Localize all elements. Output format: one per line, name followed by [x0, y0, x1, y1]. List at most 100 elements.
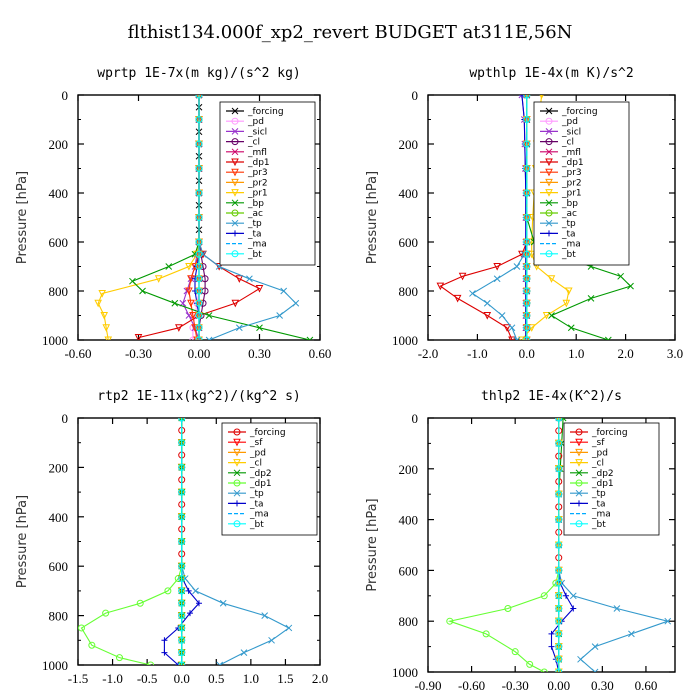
data-point — [555, 418, 563, 422]
legend-marker — [231, 250, 239, 258]
data-point — [569, 592, 577, 600]
data-point — [195, 324, 203, 332]
y-tick-label: 400 — [49, 510, 69, 525]
legend-marker — [575, 520, 583, 528]
data-point — [306, 336, 314, 340]
legend-marker — [545, 199, 553, 207]
data-point — [555, 668, 563, 672]
y-tick-label: 1000 — [42, 333, 68, 348]
data-point — [508, 324, 516, 332]
data-point — [276, 312, 284, 319]
series-layer — [78, 418, 293, 665]
x-tick-label: 0.60 — [635, 678, 658, 693]
data-point — [493, 263, 501, 271]
data-point — [563, 592, 570, 599]
legend-label: _forcing — [561, 107, 598, 117]
data-point — [555, 465, 563, 473]
data-point — [231, 299, 240, 308]
legend-label: _ta — [561, 229, 576, 239]
x-tick-label: 0.30 — [248, 346, 271, 361]
chart-panel-2: wpthlp 1E-4x(m K)/s^2 Pressure [hPa] 0 200 4… — [365, 66, 683, 361]
legend-marker — [233, 520, 241, 528]
x-tick-label: 0.60 — [309, 346, 332, 361]
x-tick-label: 0.0 — [519, 346, 535, 361]
data-point — [587, 294, 595, 302]
x-tick-label: 1.5 — [277, 671, 293, 686]
legend-label: _ma — [249, 510, 269, 520]
x-tick-label: -0.90 — [414, 678, 441, 693]
legend-marker — [233, 438, 241, 447]
legend: _forcing_pd_sicl_cl_mfl_dp1_pr3_pr2_pr1_… — [533, 101, 630, 266]
y-tick-label: 1000 — [392, 665, 418, 680]
legend-label: _dp1 — [247, 158, 270, 168]
data-point — [195, 250, 203, 258]
data-point — [555, 516, 563, 524]
data-point — [523, 214, 531, 221]
data-point — [513, 336, 521, 340]
x-tick-label: -0.5 — [137, 671, 158, 686]
data-point — [513, 263, 521, 270]
data-point — [136, 599, 144, 607]
data-point — [178, 575, 186, 583]
legend-marker — [231, 117, 239, 125]
series-line-pr1 — [97, 95, 200, 340]
data-point — [555, 541, 563, 549]
data-point — [94, 299, 102, 308]
legend-label: _cl — [561, 138, 574, 148]
legend-marker — [575, 428, 583, 436]
data-point — [555, 655, 563, 663]
data-point — [104, 336, 113, 340]
data-point — [185, 587, 192, 594]
data-point — [555, 630, 563, 638]
legend-box — [221, 422, 318, 536]
data-point — [503, 324, 511, 332]
y-tick-label: 600 — [399, 563, 419, 578]
data-point — [216, 661, 224, 665]
data-point — [102, 324, 111, 332]
legend-marker — [231, 148, 239, 156]
legend-label: _forcing — [249, 428, 286, 438]
data-point — [540, 668, 548, 672]
legend-marker — [575, 459, 583, 467]
data-point — [555, 643, 563, 651]
legend-marker — [545, 219, 553, 227]
legend-label: _forcing — [591, 428, 628, 438]
legend-marker — [575, 438, 583, 447]
data-point — [523, 312, 531, 319]
data-point — [548, 643, 555, 650]
data-point — [469, 290, 476, 297]
legend-label: _ma — [561, 240, 581, 250]
legend-marker — [231, 107, 239, 115]
data-point — [195, 95, 203, 99]
x-tick-label: 0.30 — [591, 678, 614, 693]
series-line-tp — [471, 95, 528, 340]
legend-marker — [545, 117, 553, 125]
legend: _forcing_pd_sicl_cl_mfl_dp1_pr3_pr2_pr1_… — [219, 101, 316, 266]
legend-label: _cl — [247, 138, 260, 148]
data-point — [555, 439, 563, 447]
legend-marker — [575, 448, 583, 457]
legend-label: _bp — [561, 199, 578, 209]
data-point — [523, 238, 531, 246]
legend: _forcing_sf_pd_cl_dp2_dp1_tp_ta_ma_bt — [563, 422, 660, 536]
legend-label: _tp — [561, 219, 576, 229]
data-point — [498, 312, 506, 319]
data-point — [604, 336, 612, 340]
legend-label: _bt — [591, 520, 606, 530]
data-point — [261, 612, 269, 619]
data-point — [178, 649, 186, 657]
y-axis-label: Pressure [hPa] — [365, 171, 380, 264]
data-point — [446, 617, 454, 625]
y-tick-label: 800 — [49, 609, 69, 624]
legend-marker — [231, 209, 239, 217]
x-tick-label: 3.0 — [667, 346, 683, 361]
x-tick-label: -0.30 — [125, 346, 152, 361]
data-point — [165, 263, 173, 270]
data-point — [195, 189, 203, 197]
y-tick-label: 200 — [49, 137, 69, 152]
data-point — [195, 275, 203, 283]
data-point — [178, 439, 186, 447]
data-point — [547, 275, 556, 283]
data-point — [154, 275, 163, 283]
legend-label: _ta — [247, 229, 262, 239]
